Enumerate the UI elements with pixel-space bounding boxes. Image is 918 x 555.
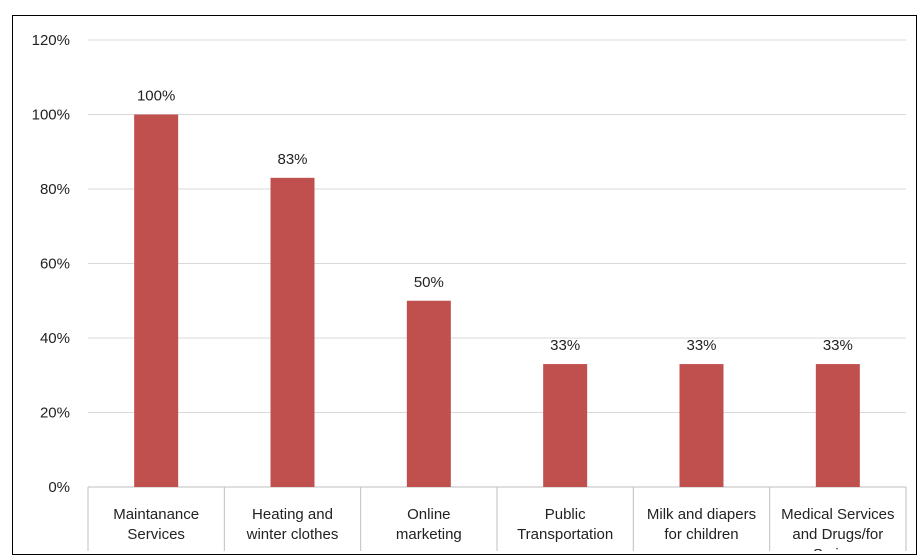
x-tick-label: Services bbox=[127, 526, 185, 543]
y-tick-label: 100% bbox=[32, 107, 70, 124]
x-tick-label: Milk and diapers bbox=[647, 506, 756, 523]
bar bbox=[134, 114, 179, 487]
x-tick-label: Medical Services bbox=[781, 506, 894, 523]
x-tick-label: marketing bbox=[396, 526, 462, 543]
bar bbox=[543, 364, 588, 487]
y-tick-label: 120% bbox=[32, 32, 70, 49]
y-tick-label: 20% bbox=[40, 405, 70, 422]
bar bbox=[270, 177, 315, 487]
data-label: 33% bbox=[686, 337, 716, 354]
x-tick-label: Online bbox=[407, 506, 450, 523]
x-tick-label: Heating and bbox=[252, 506, 333, 523]
data-label: 33% bbox=[550, 337, 580, 354]
data-label: 33% bbox=[823, 337, 853, 354]
x-tick-label: Maintanance bbox=[113, 506, 199, 523]
data-label: 100% bbox=[137, 88, 175, 105]
x-tick-label: Public bbox=[545, 506, 586, 523]
x-tick-label: Syrians bbox=[813, 546, 863, 551]
y-tick-label: 40% bbox=[40, 330, 70, 347]
bar bbox=[406, 300, 451, 487]
data-label: 83% bbox=[277, 151, 307, 168]
y-tick-label: 0% bbox=[48, 479, 70, 496]
x-tick-label: winter clothes bbox=[246, 526, 339, 543]
y-tick-label: 80% bbox=[40, 181, 70, 198]
bar bbox=[815, 364, 860, 487]
data-label: 50% bbox=[414, 274, 444, 291]
x-tick-label: and Drugs/for bbox=[792, 526, 883, 543]
x-tick-label: for children bbox=[664, 526, 738, 543]
y-tick-label: 60% bbox=[40, 256, 70, 273]
x-tick-label: Transportation bbox=[517, 526, 613, 543]
bar bbox=[679, 364, 724, 487]
